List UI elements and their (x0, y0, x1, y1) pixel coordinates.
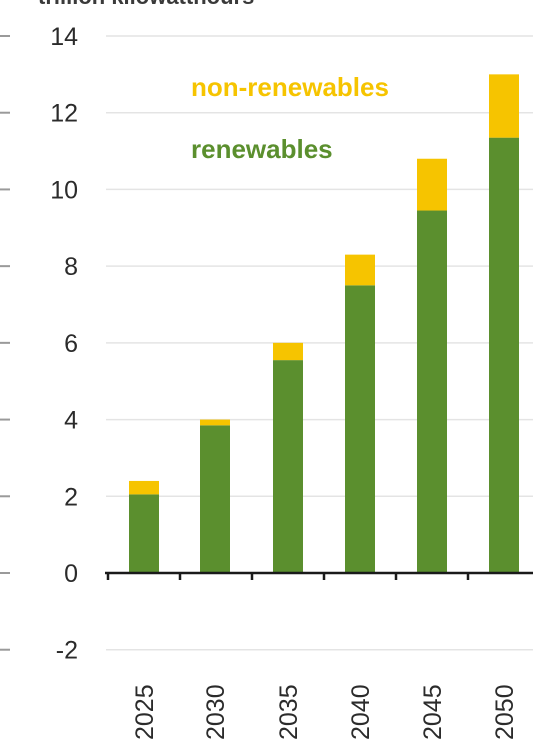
top-label: trillion kilowatthours (38, 0, 254, 9)
bar-non-renewables-2045 (417, 158, 447, 211)
y-tick-label: 14 (50, 23, 78, 51)
legend: non-renewables renewables (191, 72, 389, 164)
y-axis-ticks: -2 0 2 4 6 8 10 12 14 (0, 23, 78, 665)
bar-non-renewables-2040 (345, 254, 375, 286)
legend-entry-non-renewables: non-renewables (191, 72, 389, 102)
y-tick-label: 12 (50, 100, 78, 128)
y-tick-label: 8 (64, 253, 78, 281)
y-tick-label: 4 (64, 407, 78, 435)
bar-renewables-2050 (489, 137, 519, 573)
y-tick-label: 10 (50, 176, 78, 204)
y-tick-label: 0 (64, 560, 78, 588)
x-axis: 2025 2030 2035 2040 2045 2050 (105, 571, 533, 740)
y-tick-label: 2 (64, 483, 78, 511)
bar-non-renewables-2025 (129, 480, 159, 495)
bar-renewables-2040 (345, 285, 375, 573)
bar-non-renewables-2035 (273, 342, 303, 361)
x-tick-label: 2025 (131, 684, 159, 740)
bars (129, 74, 519, 573)
bar-non-renewables-2050 (489, 74, 519, 138)
x-tick-label: 2045 (419, 684, 447, 740)
x-tick-label: 2050 (491, 684, 519, 740)
bar-renewables-2025 (129, 494, 159, 573)
x-tick-label: 2035 (275, 684, 303, 740)
bar-renewables-2035 (273, 360, 303, 573)
bar-renewables-2030 (200, 425, 230, 573)
y-tick-label: 6 (64, 330, 78, 358)
gridlines (106, 35, 533, 651)
bar-renewables-2045 (417, 210, 447, 573)
x-tick-label: 2030 (202, 684, 230, 740)
bar-non-renewables-2030 (200, 419, 230, 426)
x-tick-label: 2040 (347, 684, 375, 740)
legend-entry-renewables: renewables (191, 134, 333, 164)
y-tick-label: -2 (56, 637, 78, 665)
